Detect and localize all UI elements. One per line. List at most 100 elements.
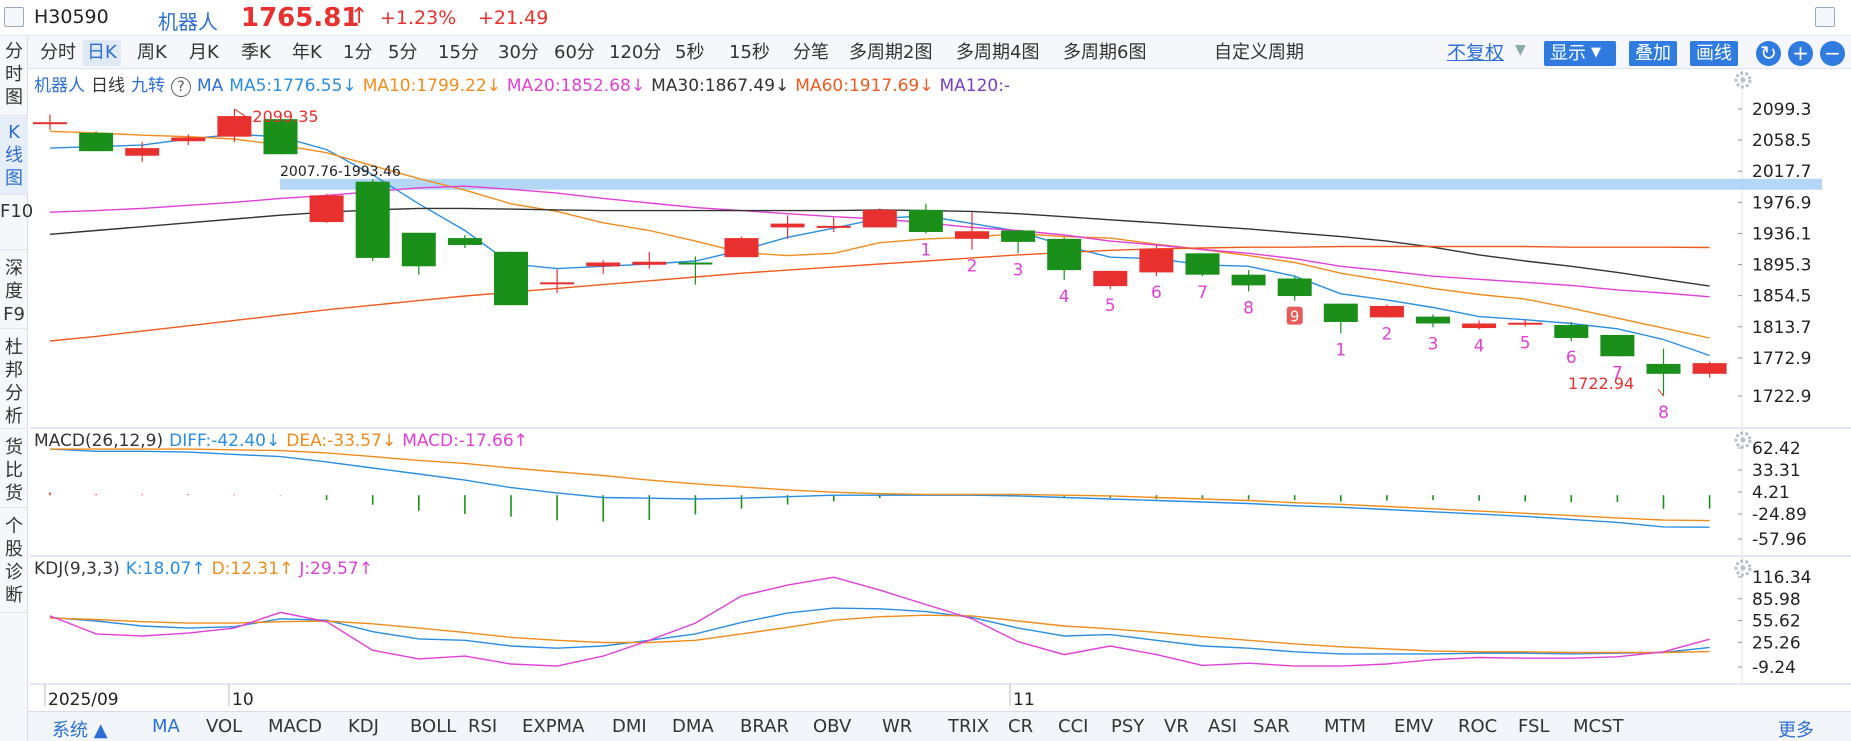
indicator-tab-vol[interactable]: VOL [206, 716, 243, 737]
kline-header: 机器人 日线 九转? MA MA5:1776.55↓ MA10:1799.22↓ MA20:… [34, 71, 1016, 97]
stock-name[interactable]: 机器人 [158, 10, 218, 34]
period-15min[interactable]: 15分 [438, 42, 479, 63]
window-restore-icon[interactable] [4, 7, 24, 27]
fuquan-select[interactable]: 不复权 [1447, 42, 1505, 64]
period-quarter-k[interactable]: 季K [241, 42, 271, 63]
indicator-tab-sar[interactable]: SAR [1253, 716, 1290, 737]
draw-line-button[interactable]: 画线 [1690, 41, 1738, 66]
side-tab-timeshare[interactable]: 分时图 [0, 36, 28, 116]
ma-toggle[interactable]: MA [197, 76, 224, 96]
change-amount: +21.49 [478, 7, 549, 29]
indicator-tab-expma[interactable]: EXPMA [522, 716, 585, 737]
indicator-tab-vr[interactable]: VR [1164, 716, 1189, 737]
nine-turn-number: 3 [1013, 260, 1024, 280]
nine-turn-number: 5 [1520, 334, 1531, 354]
indicator-tab-dma[interactable]: DMA [672, 716, 714, 737]
indicator-tab-mtm[interactable]: MTM [1324, 716, 1367, 737]
candle-body [171, 137, 206, 142]
candle-body [770, 223, 805, 228]
side-tab-depth-f9[interactable]: 深度F9 [0, 251, 28, 329]
candle-body [724, 238, 759, 258]
period-5sec[interactable]: 5秒 [675, 42, 705, 63]
period-month-k[interactable]: 月K [189, 42, 219, 63]
side-tab-kline[interactable]: K线图 [0, 117, 28, 195]
overlay-button[interactable]: 叠加 [1629, 41, 1677, 66]
indicator-tab-emv[interactable]: EMV [1394, 716, 1434, 737]
indicator-tab-cci[interactable]: CCI [1058, 716, 1089, 737]
nine-turn-number: 2 [967, 257, 978, 277]
indicator-tab-roc[interactable]: ROC [1458, 716, 1498, 737]
indicator-tab-asi[interactable]: ASI [1208, 716, 1238, 737]
indicator-tab-wr[interactable]: WR [882, 716, 913, 737]
display-button[interactable]: 显示 [1544, 41, 1616, 66]
period-custom[interactable]: 自定义周期 [1214, 42, 1304, 63]
kline-header-period: 日线 [91, 76, 125, 96]
indicator-tab-ma[interactable]: MA [152, 716, 180, 737]
kdj-header: KDJ(9,3,3) K:18.07↑ D:12.31↑ J:29.57↑ [34, 559, 379, 579]
ma20-value: MA20:1852.68↓ [506, 76, 646, 96]
period-multi-4[interactable]: 多周期4图 [956, 42, 1040, 63]
period-tick[interactable]: 分笔 [793, 42, 829, 63]
system-tab[interactable]: 系统 ▲ [52, 720, 108, 741]
indicator-tab-cr[interactable]: CR [1008, 716, 1034, 737]
side-tab-compare[interactable]: 货比货 [0, 430, 28, 508]
help-icon[interactable]: ? [171, 77, 191, 97]
period-1min[interactable]: 1分 [343, 42, 373, 63]
nine-turn-number: 9 [1290, 308, 1300, 326]
period-week-k[interactable]: 周K [137, 42, 167, 63]
period-5min[interactable]: 5分 [388, 42, 418, 63]
display-chevron-down-icon[interactable]: ▼ [1591, 45, 1601, 60]
macd-diff-value: DIFF:-42.40↓ [169, 431, 281, 451]
indicator-tab-macd[interactable]: MACD [268, 716, 322, 737]
indicator-tab-mcst[interactable]: MCST [1573, 716, 1624, 737]
period-60min[interactable]: 60分 [554, 42, 595, 63]
candle-body [1692, 363, 1727, 374]
candle-body [1369, 305, 1404, 318]
candle-body [447, 238, 482, 245]
candle-body [1416, 316, 1450, 324]
side-tab-f10[interactable]: F10 [0, 196, 33, 250]
period-120min[interactable]: 120分 [609, 42, 662, 63]
nine-turn-number: 3 [1428, 334, 1439, 354]
window-maximize-icon[interactable] [1815, 7, 1835, 27]
indicator-tab-fsl[interactable]: FSL [1518, 716, 1550, 737]
kdj-header-name: KDJ(9,3,3) [34, 559, 120, 579]
change-percent: +1.23% [380, 7, 457, 29]
side-tab-dupont[interactable]: 杜邦分析 [0, 330, 28, 429]
side-tab-diagnosis[interactable]: 个股诊断 [0, 509, 28, 613]
indicator-tab-brar[interactable]: BRAR [740, 716, 789, 737]
fuquan-chevron-down-icon[interactable]: ▼ [1515, 42, 1526, 58]
period-day-k[interactable]: 日K [83, 40, 121, 66]
period-year-k[interactable]: 年K [292, 42, 322, 63]
kdj-y-tick-label: 85.98 [1752, 590, 1801, 610]
zoom-in-icon[interactable]: + [1788, 41, 1813, 66]
indicator-tab-psy[interactable]: PSY [1111, 716, 1145, 737]
indicator-tab-obv[interactable]: OBV [813, 716, 852, 737]
refresh-icon[interactable]: ↻ [1756, 41, 1781, 66]
indicator-tab-trix[interactable]: TRIX [948, 716, 990, 737]
more-indicators-link[interactable]: 更多 [1778, 720, 1814, 741]
period-15sec[interactable]: 15秒 [729, 42, 770, 63]
low-marker-line [1657, 388, 1664, 397]
candle-body [1231, 274, 1266, 286]
macd-y-tick-label: -24.89 [1752, 505, 1807, 525]
indicator-tab-rsi[interactable]: RSI [468, 716, 498, 737]
period-timeshare[interactable]: 分时 [40, 42, 76, 63]
zoom-out-icon[interactable]: − [1820, 41, 1845, 66]
indicator-tab-boll[interactable]: BOLL [410, 716, 457, 737]
candle-body [1277, 278, 1312, 297]
period-multi-2[interactable]: 多周期2图 [849, 42, 933, 63]
kline-y-tick-label: 1772.9 [1752, 349, 1811, 369]
period-30min[interactable]: 30分 [498, 42, 539, 63]
kline-y-tick-label: 2058.5 [1752, 131, 1811, 151]
nine-turn-number: 7 [1612, 363, 1623, 383]
indicator-tab-dmi[interactable]: DMI [612, 716, 647, 737]
indicator-tab-kdj[interactable]: KDJ [348, 716, 379, 737]
band-rect [280, 178, 1822, 190]
macd-y-tick-label: -57.96 [1752, 530, 1807, 550]
period-multi-6[interactable]: 多周期6图 [1063, 42, 1147, 63]
jiuzhuan-toggle[interactable]: 九转 [131, 76, 165, 96]
candle-body [217, 116, 252, 137]
macd-panel [49, 448, 1711, 528]
